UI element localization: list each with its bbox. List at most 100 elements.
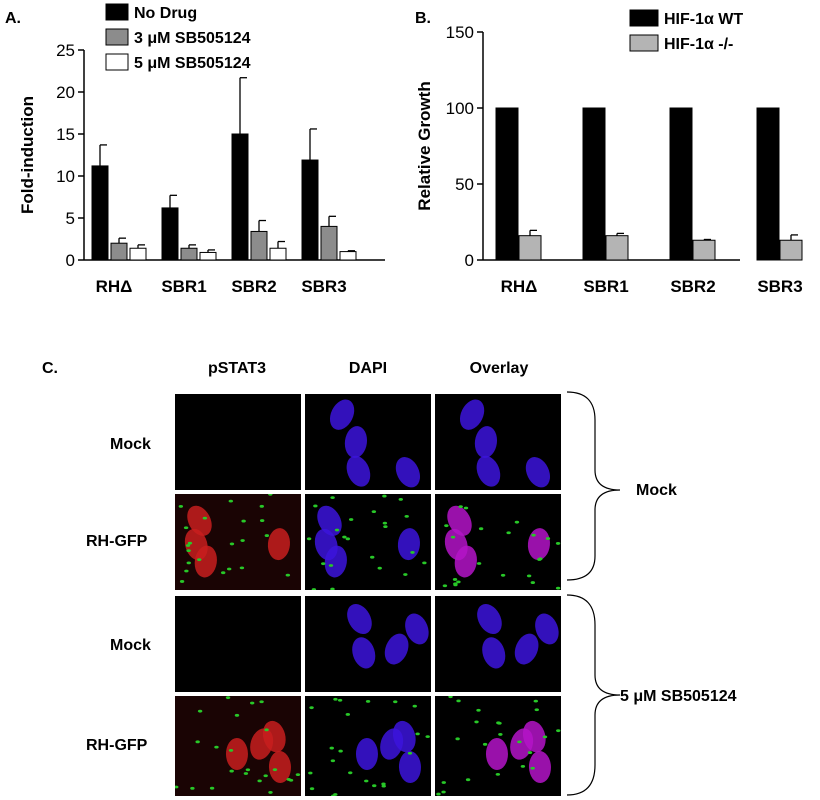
y-tick-label: 15: [56, 125, 75, 144]
group-label-sb505124: 5 μM SB505124: [620, 688, 737, 705]
parasite-gfp: [313, 504, 318, 508]
parasite-gfp: [425, 735, 430, 739]
parasite-gfp: [309, 706, 314, 710]
cell-nucleus: [477, 604, 502, 635]
bar: [301, 159, 319, 261]
parasite-gfp: [542, 735, 548, 739]
parasite-gfp: [526, 574, 532, 578]
cell-nucleus: [344, 426, 368, 458]
parasite-gfp: [308, 771, 313, 775]
parasite-gfp: [268, 494, 273, 496]
parasite-gfp: [183, 526, 189, 530]
micrograph-tile: [175, 596, 301, 692]
y-tick-label: 20: [56, 83, 75, 102]
fold-induction-chart: 0 5 10 15 20 25 Fold-induction RHΔ SBR1 SBR2 SBR3 N…: [18, 3, 385, 296]
parasite-gfp: [348, 771, 353, 775]
column-header-overlay: Overlay: [469, 360, 529, 377]
parasite-gfp: [441, 790, 446, 794]
parasite-gfp: [263, 774, 268, 778]
parasite-gfp: [239, 566, 245, 570]
parasite-gfp: [476, 562, 482, 565]
parasite-gfp: [556, 729, 561, 733]
parasite-gfp: [371, 510, 377, 514]
cell-nucleus: [384, 633, 409, 665]
parasite-gfp: [234, 713, 240, 717]
parasite-gfp: [249, 701, 255, 705]
micrograph-tile: [305, 494, 431, 590]
parasite-gfp: [517, 740, 522, 744]
y-tick-label: 25: [56, 41, 75, 60]
parasite-gfp: [241, 519, 246, 523]
parasite-gfp: [229, 769, 234, 773]
x-tick-label: SBR2: [670, 277, 715, 296]
micrograph-tile: [305, 596, 431, 692]
cell-nucleus: [398, 751, 421, 784]
micrograph-image: [442, 505, 561, 590]
parasite-gfp: [382, 494, 387, 498]
micrograph-image: [459, 399, 551, 488]
x-tick-label: SBR1: [161, 277, 206, 296]
cell-nucleus: [268, 751, 291, 784]
cell-nucleus: [514, 633, 539, 665]
legend-label: 3 μM SB505124: [134, 30, 251, 47]
cell-nucleus: [225, 738, 248, 771]
row-label-mock-1: Mock: [110, 436, 151, 453]
micrograph-image: [347, 604, 429, 669]
y-axis-label: Relative Growth: [415, 81, 434, 210]
y-axis-label: Fold-induction: [18, 96, 37, 214]
parasite-gfp: [453, 582, 458, 586]
micrograph-tile: [175, 394, 301, 490]
parasite-gfp: [202, 516, 208, 520]
parasite-gfp: [555, 542, 561, 545]
cell-nucleus: [317, 505, 342, 536]
cell-nucleus: [474, 426, 498, 458]
parasite-gfp: [333, 697, 338, 701]
parasite-gfp: [334, 528, 340, 532]
micrograph-image: [436, 696, 561, 796]
cell-nucleus: [476, 455, 501, 487]
cell-nucleus: [525, 457, 551, 488]
parasite-gfp: [382, 521, 388, 525]
cell-nucleus: [352, 637, 376, 669]
cell-nucleus: [528, 751, 551, 784]
y-tick-label: 150: [446, 23, 474, 42]
cell-nucleus: [405, 613, 429, 645]
bar: [110, 242, 128, 261]
legend-label: HIF-1α -/-: [664, 36, 733, 53]
parasite-gfp: [441, 781, 446, 784]
parasite-gfp: [404, 514, 409, 518]
cell-nucleus: [329, 399, 355, 430]
micrograph-tile: [175, 494, 301, 590]
cell-nucleus: [447, 505, 472, 536]
parasite-gfp: [245, 768, 251, 772]
parasite-gfp: [530, 766, 535, 770]
legend-swatch: [629, 9, 659, 27]
bar: [582, 107, 606, 261]
parasite-gfp: [495, 772, 501, 776]
parasite-gfp: [534, 708, 539, 712]
cell-nucleus: [355, 738, 378, 771]
parasite-gfp: [452, 578, 458, 581]
parasite-gfp: [533, 699, 539, 703]
cell-nucleus: [262, 720, 286, 753]
bar: [605, 235, 629, 261]
parasite-gfp: [295, 773, 301, 777]
parasite-gfp: [257, 779, 262, 783]
parasite-gfp: [412, 704, 417, 708]
parasite-gfp: [415, 732, 420, 736]
cell-nucleus: [444, 528, 468, 561]
micrograph-image: [308, 697, 430, 796]
parasite-gfp: [209, 786, 215, 790]
parasite-gfp: [506, 531, 511, 535]
brace-mock: [566, 391, 621, 581]
parasite-gfp: [498, 733, 503, 736]
parasite-gfp: [337, 698, 343, 702]
parasite-gfp: [197, 709, 203, 713]
cell-nucleus: [482, 637, 506, 669]
bar: [199, 251, 217, 261]
bar: [756, 107, 780, 261]
cell-nucleus: [347, 604, 372, 635]
micrograph-tile: [435, 394, 561, 490]
parasite-gfp: [228, 749, 234, 752]
legend-swatch: [105, 28, 129, 46]
